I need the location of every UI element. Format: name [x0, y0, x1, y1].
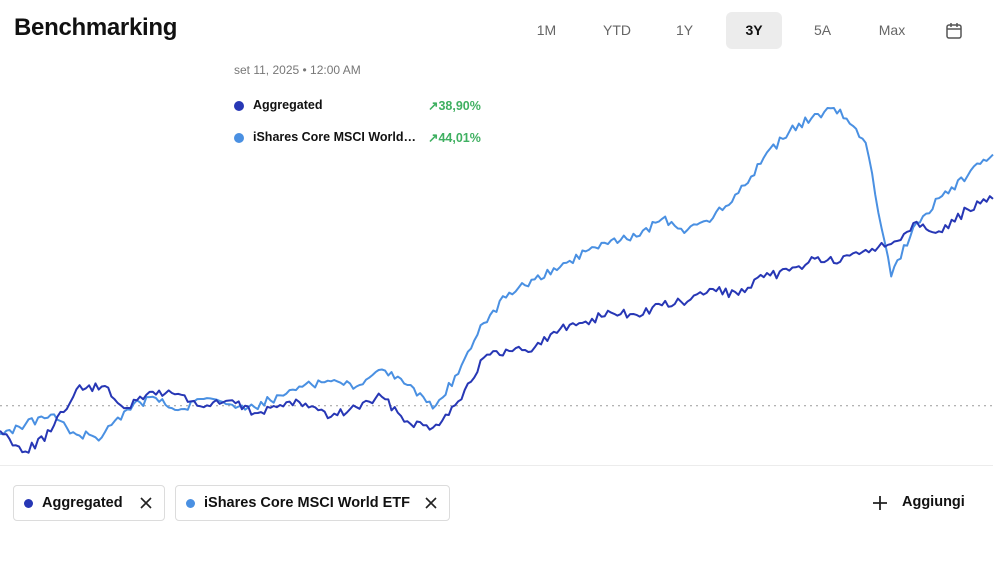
range-1m-button[interactable]: 1M	[536, 22, 557, 38]
tooltip-row-aggregated: Aggregated ↗38,90%	[234, 97, 494, 115]
add-button-label: Aggiungi	[902, 494, 965, 510]
range-ytd-button[interactable]: YTD	[603, 22, 631, 38]
divider	[0, 465, 993, 466]
add-benchmark-button[interactable]: Aggiungi	[870, 490, 970, 516]
plus-icon	[870, 493, 890, 513]
tooltip-date: set 11, 2025 • 12:00 AM	[234, 63, 361, 77]
chip-label: iShares Core MSCI World ETF	[204, 495, 410, 511]
series-dot-icon	[24, 499, 33, 508]
tooltip-series-name: Aggregated	[253, 98, 323, 112]
tooltip-series-value: ↗44,01%	[428, 131, 481, 145]
series-dot-icon	[234, 101, 244, 111]
range-5a-button[interactable]: 5A	[813, 22, 832, 38]
series-dot-icon	[234, 133, 244, 143]
tooltip-series-value: ↗38,90%	[428, 99, 481, 113]
series-line-ishares	[0, 107, 994, 442]
tooltip-series-name: iShares Core MSCI World…	[253, 130, 416, 144]
close-icon[interactable]	[423, 495, 439, 511]
page-title: Benchmarking	[14, 14, 178, 41]
close-icon[interactable]	[138, 495, 154, 511]
tooltip-row-ishares: iShares Core MSCI World… ↗44,01%	[234, 129, 494, 147]
benchmark-chart	[0, 107, 994, 454]
calendar-icon[interactable]	[943, 20, 965, 42]
series-dot-icon	[186, 499, 195, 508]
chart-tooltip: set 11, 2025 • 12:00 AM Aggregated ↗38,9…	[234, 63, 494, 145]
series-line-aggregated	[0, 195, 994, 454]
chip-label: Aggregated	[42, 495, 123, 511]
range-3y-button[interactable]: 3Y	[726, 12, 782, 49]
range-max-button[interactable]: Max	[878, 22, 906, 38]
range-1y-button[interactable]: 1Y	[675, 22, 694, 38]
chip-ishares[interactable]: iShares Core MSCI World ETF	[175, 485, 450, 521]
chip-aggregated[interactable]: Aggregated	[13, 485, 165, 521]
